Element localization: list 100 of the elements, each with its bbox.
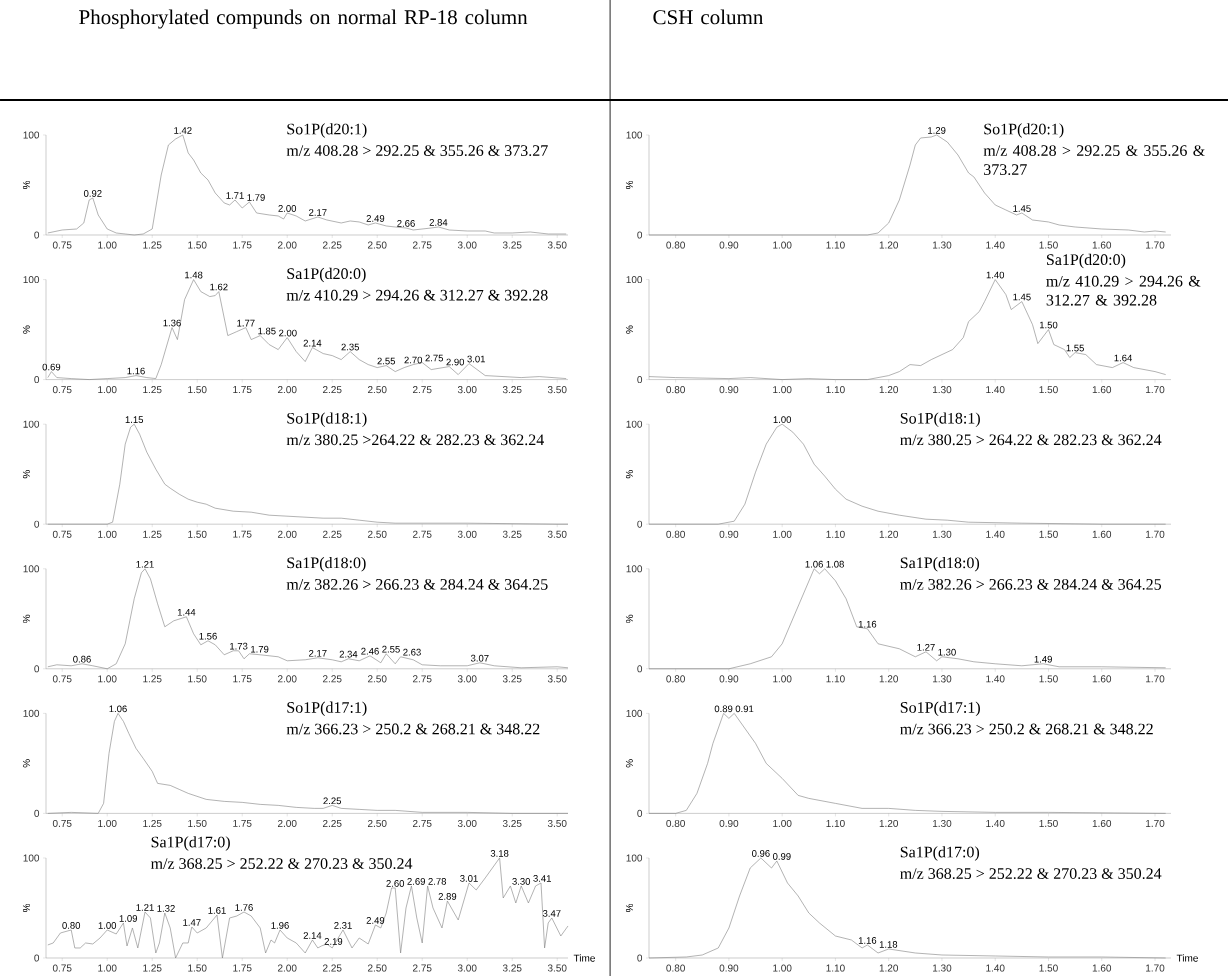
x-tick-label: 3.25 (502, 241, 522, 249)
annotation: 1.16 (127, 367, 145, 375)
x-tick-label: 3.50 (547, 819, 567, 827)
line-series (47, 857, 569, 959)
x-tick-label: 0.75 (52, 241, 72, 249)
y-tick-label: 0 (34, 954, 40, 962)
x-tick-label: 1.00 (98, 386, 117, 394)
x-tick-label: 1.00 (98, 241, 117, 249)
text: Sa1P(d20:0) (1046, 253, 1126, 269)
y-tick-label: 0 (637, 231, 643, 239)
annotation: 3.01 (460, 875, 478, 882)
y-axis-title: % (22, 180, 30, 190)
y-tick-label: 0 (637, 665, 643, 673)
y-tick-label: 100 (23, 709, 40, 717)
x-tick-label: 1.25 (143, 386, 162, 394)
annotation: 3.18 (490, 850, 509, 857)
annotation: 1.56 (199, 632, 217, 640)
x-tick-label: 1.00 (773, 386, 792, 394)
annotation: 2.75 (425, 354, 444, 362)
x-tick-label: 2.00 (277, 241, 297, 249)
x-tick-label: 0.75 (52, 675, 72, 683)
x-tick-label: 1.10 (826, 386, 845, 394)
y-tick-label: 100 (626, 854, 643, 862)
annotation: 2.31 (334, 922, 352, 929)
y-tick-label: 100 (23, 131, 40, 139)
annotation: m/z 410.29 > 294.26 & 312.27 & 392.28 (1046, 275, 1201, 306)
x-tick-label: 0.90 (719, 964, 739, 972)
x-tick-label: 2.00 (277, 530, 297, 538)
annotation: 2.60 (386, 880, 405, 887)
annotation: 1.79 (251, 645, 269, 653)
annotation: 2.14 (303, 339, 322, 347)
annotation: m/z 366.23 > 250.2 & 268.21 & 348.22 (900, 723, 1153, 735)
annotation: 1.76 (235, 904, 253, 911)
x-tick-label: 1.70 (1146, 819, 1165, 827)
annotation: So1P(d18:1) (900, 412, 980, 427)
x-tick-label: 1.60 (1092, 386, 1112, 394)
x-tick-label: 1.75 (233, 964, 252, 972)
y-tick-label: 100 (626, 709, 643, 717)
x-tick-label: 2.25 (322, 819, 342, 827)
x-tick-label: 1.40 (986, 964, 1005, 972)
x-tick-label: 2.75 (412, 964, 432, 972)
x-tick-label: 1.75 (233, 386, 252, 394)
x-tick-label: 1.20 (879, 964, 899, 972)
y-axis-title: % (22, 903, 30, 913)
y-axis-title: % (22, 325, 30, 334)
annotation: 1.16 (858, 620, 877, 628)
chart-title: CSH column (653, 9, 764, 25)
x-tick-label: 1.50 (1039, 964, 1058, 972)
x-tick-label: 2.25 (322, 241, 342, 249)
y-tick-label: 0 (637, 520, 643, 528)
annotation: 1.30 (938, 648, 956, 656)
x-tick-label: 2.50 (367, 675, 387, 683)
annotation: 1.85 (258, 327, 276, 335)
x-tick-label: 1.25 (143, 241, 162, 249)
annotation: Sa1P(d17:0) (900, 846, 980, 861)
annotation: 2.34 (339, 650, 358, 658)
annotation: 3.41 (533, 875, 551, 882)
x-tick-label: 0.80 (666, 386, 685, 394)
x-tick-label: 0.80 (666, 964, 685, 972)
annotation: m/z 368.25 > 252.22 & 270.23 & 350.24 (900, 868, 1162, 880)
x-tick-label: 1.60 (1092, 819, 1112, 827)
y-tick-label: 0 (34, 665, 40, 673)
annotation: 2.25 (323, 797, 342, 805)
x-tick-label: 3.50 (547, 530, 567, 538)
x-axis-title: Time (1176, 954, 1198, 962)
annotation: 1.50 (1039, 321, 1058, 329)
annotation: 2.55 (377, 357, 396, 365)
annotation: 1.61 (208, 907, 226, 914)
x-tick-label: 1.10 (826, 964, 845, 972)
annotation: So1P(d17:1) (287, 701, 367, 717)
x-tick-label: 1.20 (879, 675, 899, 683)
annotation: 1.73 (230, 642, 248, 650)
x-tick-label: 3.50 (547, 386, 567, 394)
y-axis-title: % (22, 759, 30, 768)
annotation: 3.01 (467, 355, 485, 363)
x-tick-label: 2.75 (412, 386, 432, 394)
x-tick-label: 1.50 (188, 675, 207, 683)
x-tick-label: 2.25 (322, 386, 342, 394)
x-tick-label: 0.75 (52, 530, 72, 538)
x-tick-label: 1.25 (143, 675, 162, 683)
annotation: 1.06 (109, 705, 127, 713)
annotation: Sa1P(d20:0) (287, 267, 366, 283)
annotation: 3.30 (512, 878, 531, 885)
y-tick-label: 100 (23, 276, 40, 284)
annotation: 1.08 (826, 560, 844, 568)
annotation: 1.16 (858, 937, 877, 944)
x-tick-label: 2.50 (367, 530, 387, 538)
annotation: 3.47 (542, 910, 561, 917)
annotation: 1.62 (210, 283, 228, 291)
annotation: m/z 408.28 > 292.25 & 355.26 & 373.27 (983, 145, 1205, 176)
annotation: 0.86 (73, 655, 91, 663)
x-tick-label: 1.50 (188, 241, 207, 249)
x-tick-label: 0.90 (719, 675, 739, 683)
annotation: 2.14 (303, 932, 322, 939)
annotation: 2.49 (366, 917, 385, 924)
annotation: 1.96 (271, 922, 289, 929)
x-tick-label: 2.50 (367, 386, 387, 394)
annotation: 0.92 (83, 190, 102, 197)
y-tick-label: 0 (34, 231, 40, 239)
y-tick-label: 0 (637, 954, 643, 962)
